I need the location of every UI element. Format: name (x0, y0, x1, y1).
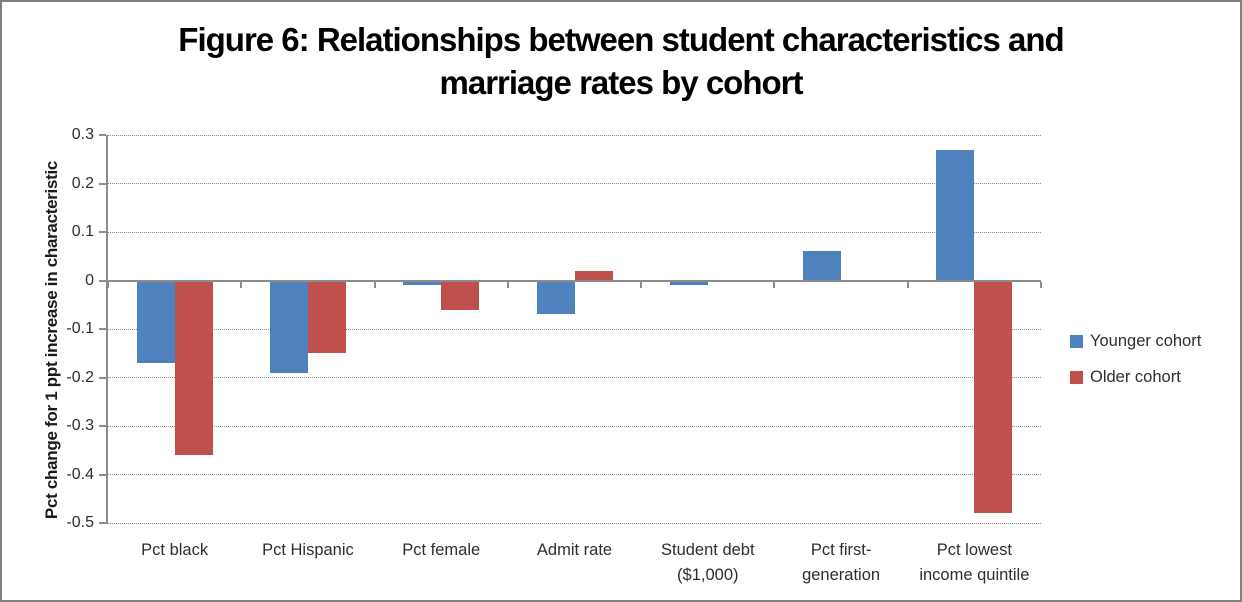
y-tick-label: 0 (85, 271, 94, 289)
y-axis-tick (99, 328, 106, 330)
legend-swatch (1070, 335, 1083, 348)
legend-item: Older cohort (1070, 368, 1201, 387)
y-tick-label: 0.3 (71, 126, 94, 143)
category-label-line: income quintile (919, 566, 1030, 584)
gridline (108, 425, 1041, 427)
category-axis-tick (373, 281, 376, 288)
y-tick-label: -0.5 (66, 514, 94, 531)
category-label: Pct lowest income quintile (899, 538, 1049, 588)
y-axis-tick (99, 522, 106, 524)
gridline (108, 134, 1041, 136)
y-axis-tick (99, 473, 106, 476)
y-axis-tick (99, 376, 106, 379)
gridline (108, 183, 1041, 184)
category-axis-line (108, 279, 1041, 282)
category-label: Admit rate (500, 538, 650, 563)
y-axis-tick (99, 425, 106, 427)
category-axis-tick (107, 281, 109, 288)
chart-title: Figure 6: Relationships between student … (2, 18, 1240, 104)
category-label: Pct black (100, 538, 250, 563)
chart-bar (269, 280, 308, 373)
y-axis-tick (99, 279, 106, 282)
chart-bar (574, 270, 613, 281)
chart-bar (174, 280, 213, 456)
legend-label: Younger cohort (1090, 332, 1202, 350)
category-axis-tick (240, 281, 243, 288)
gridline (108, 231, 1041, 233)
category-axis-tick (773, 281, 776, 288)
gridline (108, 522, 1041, 524)
chart-bar (803, 251, 842, 281)
y-axis-line (106, 135, 108, 524)
category-label-line: Pct female (402, 541, 481, 559)
legend: Younger cohort Older cohort (1070, 332, 1201, 404)
category-label: Student debt ($1,000) (633, 538, 783, 588)
y-tick-label: -0.2 (66, 368, 94, 386)
gridline (108, 474, 1041, 475)
chart-bar (974, 280, 1013, 514)
category-label-line: Admit rate (536, 541, 613, 559)
y-tick-label: -0.1 (66, 320, 94, 337)
chart-bar (536, 280, 575, 315)
category-axis-tick (906, 281, 909, 288)
chart-bar (307, 280, 346, 354)
y-tick-label: -0.3 (66, 417, 94, 434)
category-label: Pct female (366, 538, 516, 563)
category-label-line: Student debt (660, 541, 755, 559)
y-tick-label: -0.4 (66, 465, 94, 483)
category-axis-tick (506, 281, 509, 288)
y-axis-tick (99, 231, 106, 233)
chart-bar (441, 280, 480, 310)
legend-label: Older cohort (1090, 368, 1181, 386)
y-axis-tick (99, 182, 106, 185)
category-label-line: ($1,000) (677, 566, 739, 584)
category-label-line: Pct first- (810, 541, 872, 559)
chart-bar (669, 280, 708, 286)
chart-bar (936, 149, 975, 281)
category-axis-tick (640, 281, 643, 288)
y-tick-label: 0.2 (71, 174, 94, 192)
chart-title-line-2: marriage rates by cohort (439, 64, 804, 101)
y-tick-label: 0.1 (71, 223, 94, 240)
legend-swatch (1070, 371, 1083, 384)
chart-title-line-1: Figure 6: Relationships between student … (178, 21, 1064, 58)
category-axis-tick (1040, 281, 1042, 288)
legend-item: Younger cohort (1070, 332, 1201, 351)
y-axis-tick (99, 134, 106, 136)
gridline (108, 328, 1041, 330)
category-label-line: Pct lowest (936, 541, 1012, 559)
gridline (108, 377, 1041, 378)
category-label-line: Pct Hispanic (262, 541, 354, 559)
category-label-line: Pct black (141, 541, 209, 559)
chart-bar (136, 280, 175, 363)
category-label-line: generation (802, 566, 881, 584)
chart-bar (403, 280, 442, 286)
category-label: Pct Hispanic (233, 538, 383, 563)
category-label: Pct first-generation (766, 538, 916, 588)
